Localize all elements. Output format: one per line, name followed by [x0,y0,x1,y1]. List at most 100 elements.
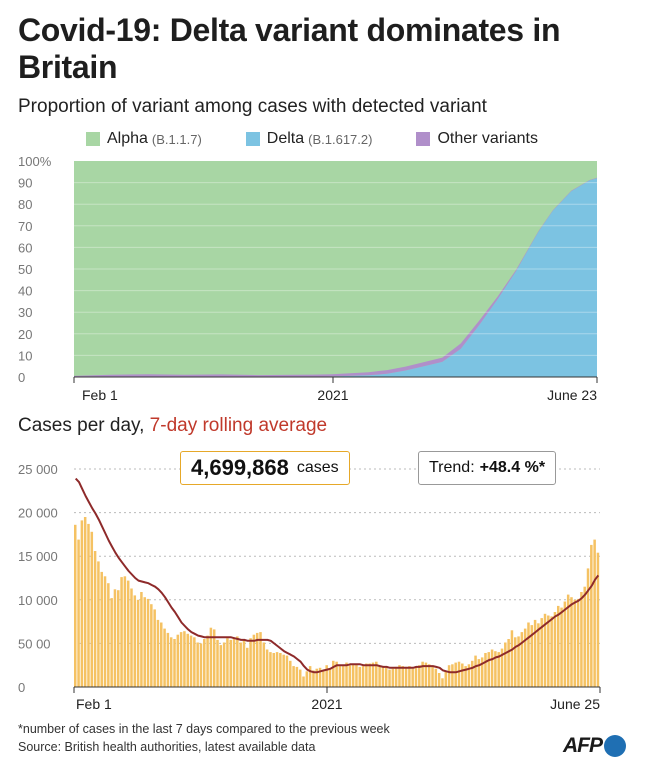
trend-label: Trend: [429,459,475,476]
case-bar [504,642,507,687]
case-bar [464,666,467,687]
case-bar [282,654,285,687]
variant-chart-title: Proportion of variant among cases with d… [18,96,487,117]
case-bar [490,649,494,687]
case-bar [103,576,107,687]
case-bar [487,652,491,687]
case-bar [242,639,246,687]
case-bar [576,598,580,687]
legend-item-other: Other variants [416,130,538,148]
case-bar [146,598,150,687]
bar-y-tick-label: 10 000 [18,593,58,608]
case-bar [193,637,196,687]
cases-title-accent: 7-day rolling average [149,415,328,436]
delta-area [74,178,597,377]
case-bar [355,664,358,687]
case-bar [338,666,342,687]
case-bar [461,663,464,687]
case-bar [189,635,193,687]
trend-value: +48.4 %* [479,459,546,476]
case-bar [596,552,600,687]
case-bar [533,619,537,687]
area-y-tick-label: 100% [18,154,52,169]
case-bar [120,577,123,687]
case-bar [447,665,451,687]
case-bar [381,666,385,687]
case-bar [368,663,371,687]
bar-y-tick-label: 25 000 [18,462,58,477]
case-bar [90,531,94,687]
case-bar [312,670,315,687]
case-bar [341,665,345,687]
case-bar [216,639,219,687]
case-bar [222,642,226,687]
case-bar [424,662,428,687]
case-bar [209,627,213,687]
area-y-tick-label: 90 [18,176,32,191]
legend-alpha-label: Alpha [107,130,148,147]
case-bar [295,666,299,687]
case-bar [107,583,110,687]
case-bar [437,673,441,687]
case-bar [302,676,305,687]
area-y-tick-label: 70 [18,219,32,234]
case-bar [229,639,232,687]
area-x-tick-label: 2021 [317,387,348,403]
legend-alpha-code: (B.1.1.7) [151,131,202,147]
case-bar [259,632,262,687]
case-bar [401,666,405,687]
case-bar [547,615,550,687]
case-bar [126,580,130,687]
case-bar [196,642,199,687]
case-bar [183,631,186,687]
case-bar [520,632,524,687]
case-bar [421,661,424,687]
variant-area-chart: 100% 90 80 70 60 50 40 30 20 10 0 Feb 1 2021 June 23 [18,154,598,403]
case-bar [451,664,454,687]
bar-x-tick-label: Feb 1 [76,696,112,712]
case-bar [83,517,87,687]
case-bar [457,661,461,687]
afp-logo-text: AFP [563,734,603,757]
case-bar [97,561,100,687]
cases-chart-title: Cases per day, 7-day rolling average [18,415,327,437]
case-bar [434,668,438,687]
case-bar [454,662,457,687]
legend-other-label: Other variants [437,130,538,147]
bar-x-tick-label: 2021 [311,696,342,712]
case-bar [517,636,520,687]
case-bar [570,597,573,687]
bar-y-tick-label: 20 000 [18,506,58,521]
other-swatch [416,132,431,146]
case-bar [391,668,395,687]
case-bar [113,589,117,687]
case-bar [480,657,484,687]
case-bar [580,592,583,687]
case-bar [292,666,295,687]
case-bar [160,622,163,687]
rolling-average-line [74,477,600,674]
case-bar [348,665,352,687]
case-bar [398,665,401,687]
area-y-tick-label: 60 [18,240,32,255]
case-bar [418,665,421,687]
case-bar [206,635,209,687]
case-bar [140,592,143,687]
case-bar [169,637,173,687]
case-bar [335,661,338,687]
case-bar [298,669,302,687]
case-bar [427,664,431,687]
case-bar [262,642,266,687]
bar-y-tick-label: 15 000 [18,549,58,564]
case-bar [556,605,560,687]
total-cases-unit: cases [296,459,339,476]
afp-logo: AFP [563,734,626,758]
case-bar [345,662,348,687]
case-bar [371,662,375,687]
case-bar [199,643,203,687]
case-bar [375,661,378,687]
area-y-tick-label: 30 [18,305,32,320]
case-bar [289,660,292,687]
area-y-tick-label: 50 [18,262,32,277]
case-bar [179,632,183,687]
